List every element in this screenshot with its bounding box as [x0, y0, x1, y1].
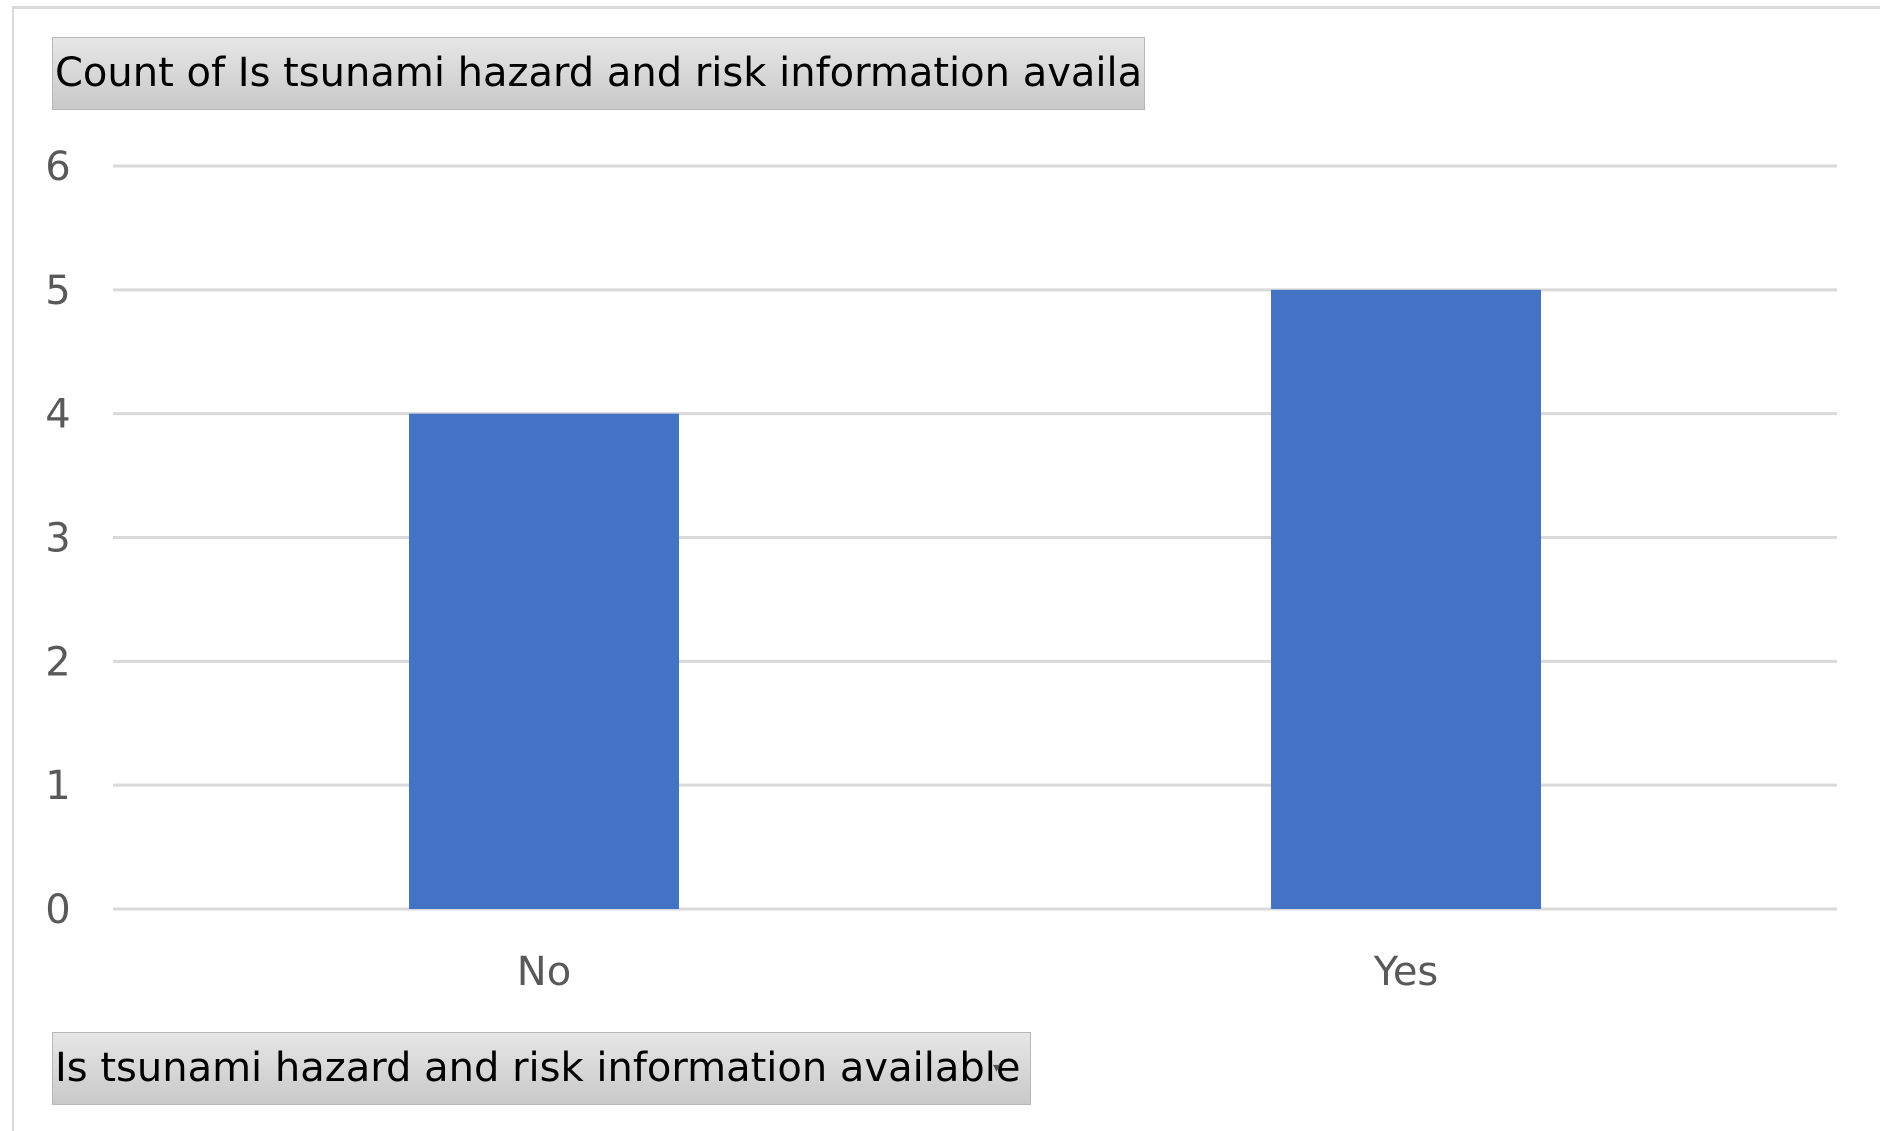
y-tick-label: 3	[45, 516, 70, 562]
bars	[409, 289, 1541, 909]
x-category-label: No	[517, 949, 571, 995]
value-field-button[interactable]: Count of Is tsunami hazard and risk info…	[52, 37, 1145, 110]
y-tick-label: 2	[45, 639, 70, 685]
y-tick-label: 4	[45, 392, 70, 438]
gridlines	[113, 164, 1837, 911]
axis-field-label: Is tsunami hazard and risk information a…	[55, 1045, 1021, 1091]
dropdown-arrow-icon[interactable]: ▾	[992, 1060, 1000, 1076]
axis-field-button[interactable]: Is tsunami hazard and risk information a…	[52, 1032, 1031, 1105]
y-axis-ticks: 0 1 2 3 4 5 6	[45, 144, 70, 933]
y-tick-label: 0	[45, 887, 70, 933]
bar-yes[interactable]	[1271, 289, 1541, 909]
x-axis-labels: No Yes	[517, 949, 1438, 995]
chart-area	[12, 6, 1880, 1131]
value-field-label: Count of Is tsunami hazard and risk info…	[55, 50, 1145, 96]
x-category-label: Yes	[1373, 949, 1439, 995]
y-tick-label: 5	[45, 268, 70, 314]
bar-no[interactable]	[409, 413, 679, 909]
y-tick-label: 1	[45, 763, 70, 809]
y-tick-label: 6	[45, 144, 70, 190]
